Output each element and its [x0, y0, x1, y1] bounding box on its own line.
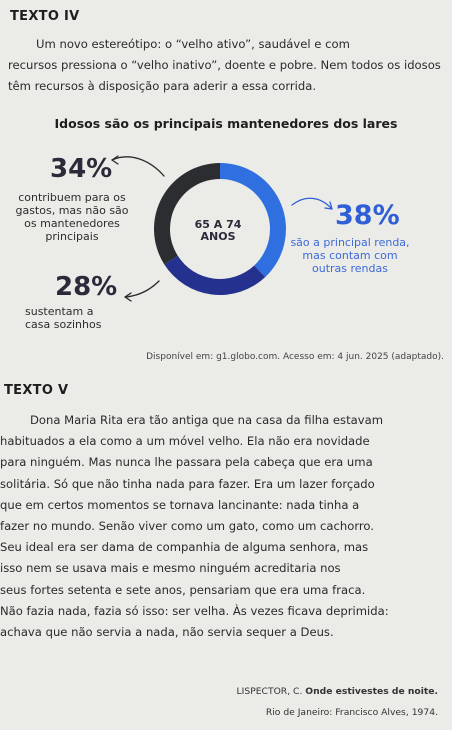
text-line: achava que não servia a nada, não servia…: [0, 625, 334, 640]
texto-iv-title: TEXTO IV: [10, 9, 80, 24]
text-line: para ninguém. Mas nunca lhe passara pela…: [0, 455, 373, 470]
caption-line: casa sozinhos: [25, 318, 102, 331]
texto-v-title: TEXTO V: [4, 383, 69, 398]
intro-line: recursos pressiona o “velho inativo”, do…: [8, 58, 384, 72]
caption-line: contribuem para os: [18, 191, 126, 204]
arrow-38-icon: [291, 197, 333, 210]
reference-publisher: Rio de Janeiro: Francisco Alves, 1974.: [265, 707, 438, 718]
caption-38: são a principal renda, mas contam com ou…: [284, 236, 416, 275]
pct-38-label: 38%: [335, 200, 400, 231]
arrow-34-icon: [111, 156, 165, 177]
text-line: Dona Maria Rita era tão antiga que na ca…: [30, 413, 384, 427]
ref-author: LISPECTOR, C.: [236, 686, 303, 697]
text-line: fazer no mundo. Senão viver como um gato…: [0, 519, 374, 534]
intro-line: Um novo estereótipo: o “velho ativo”, sa…: [36, 37, 350, 51]
text-line: solitária. Só que não tinha nada para fa…: [0, 476, 375, 491]
age-unit: ANOS: [200, 230, 236, 243]
texto-v-body: Dona Maria Rita era tão antiga que na ca…: [0, 410, 446, 643]
caption-28: sustentam a casa sozinhos: [25, 305, 125, 331]
caption-line: outras rendas: [312, 262, 388, 275]
caption-34: contribuem para os gastos, mas não são o…: [2, 191, 142, 243]
infographic-source: Disponível em: g1.globo.com. Acesso em: …: [146, 352, 444, 362]
caption-line: são a principal renda,: [290, 236, 410, 249]
texto-iv-intro: Um novo estereótipo: o “velho ativo”, sa…: [8, 34, 444, 97]
infographic-title: Idosos são os principais mantenedores do…: [54, 116, 398, 131]
caption-line: sustentam a: [25, 305, 94, 318]
donut-segment-38: [220, 163, 286, 278]
text-line: isso nem se usava mais e mesmo ninguém a…: [0, 561, 341, 576]
caption-line: gastos, mas não são: [15, 204, 129, 217]
text-line: seus fortes setenta e sete anos, pensari…: [0, 582, 366, 597]
arrow-38-head: [324, 201, 333, 210]
text-line: que em certos momentos se tornava lancin…: [0, 497, 360, 512]
arrow-28-head: [124, 292, 132, 302]
pct-28-label: 28%: [55, 272, 118, 302]
pct-34-label: 34%: [50, 154, 113, 184]
caption-line: os mantenedores: [24, 217, 120, 230]
donut-segment-34: [154, 163, 220, 265]
text-line: Seu ideal era ser dama de companhia de a…: [0, 540, 369, 555]
donut-center-label: 65 A 74 ANOS: [186, 219, 250, 243]
donut-segment-28: [164, 255, 266, 295]
age-range: 65 A 74: [194, 218, 242, 231]
ref-work: Onde estivestes de noite.: [305, 686, 438, 697]
arrow-34-head: [111, 155, 119, 165]
caption-line: mas contam com: [302, 249, 398, 262]
text-line: habituados a ela como a um móvel velho. …: [0, 434, 370, 449]
intro-line: os idosos têm recursos à disposição para…: [8, 58, 441, 93]
caption-line: principais: [45, 230, 99, 243]
reference-author: LISPECTOR, C. Onde estivestes de noite.: [237, 686, 438, 697]
arrow-28-icon: [124, 280, 160, 298]
donut-chart: [154, 163, 286, 295]
text-line: Não fazia nada, fazia só isso: ser velha…: [0, 603, 389, 618]
